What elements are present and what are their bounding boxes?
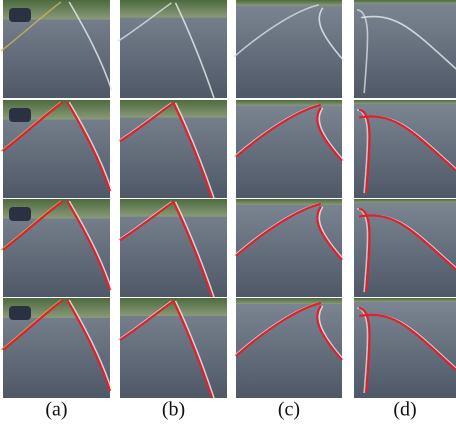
roadside: [236, 100, 342, 106]
roadside: [120, 100, 227, 118]
car: [9, 306, 31, 320]
roadside: [354, 199, 456, 203]
roadside: [120, 0, 227, 18]
road-image: [354, 100, 456, 198]
road-image: [354, 298, 456, 398]
road-image: [234, 0, 344, 98]
car: [9, 108, 31, 122]
roadside: [354, 100, 456, 104]
road-image: [234, 100, 344, 198]
panel-label: (a): [45, 399, 67, 421]
panel-label: (b): [162, 399, 185, 421]
road-image: [118, 298, 227, 398]
road: [236, 298, 342, 398]
car: [9, 8, 31, 22]
road-image: [118, 199, 227, 297]
road-image: [1, 100, 112, 198]
panel-label: (c): [278, 399, 300, 421]
roadside: [354, 298, 456, 302]
road-image: [234, 298, 344, 398]
car: [9, 207, 31, 221]
panel-column: [354, 0, 456, 398]
road-image: [354, 199, 456, 297]
road: [236, 100, 342, 198]
roadside: [120, 199, 227, 217]
road: [236, 0, 342, 98]
panel-label: (d): [393, 399, 416, 421]
roadside: [120, 298, 227, 316]
roadside: [236, 0, 342, 6]
figure: (a) (b) (c) (d): [0, 0, 456, 428]
roadside: [354, 0, 456, 4]
road-image: [118, 0, 227, 98]
panel-column: [1, 0, 112, 398]
road-image: [1, 199, 112, 297]
road-image: [1, 0, 112, 98]
panel-column: [234, 0, 344, 398]
roadside: [236, 199, 342, 205]
panel-column: [118, 0, 227, 398]
page: {"figure": {"panels": [{"label": "(a)"},…: [0, 0, 456, 428]
road-image: [234, 199, 344, 297]
road-image: [1, 298, 112, 398]
road: [354, 0, 456, 98]
roadside: [236, 298, 342, 304]
road-image: [118, 100, 227, 198]
road-image: [354, 0, 456, 98]
road: [236, 199, 342, 297]
